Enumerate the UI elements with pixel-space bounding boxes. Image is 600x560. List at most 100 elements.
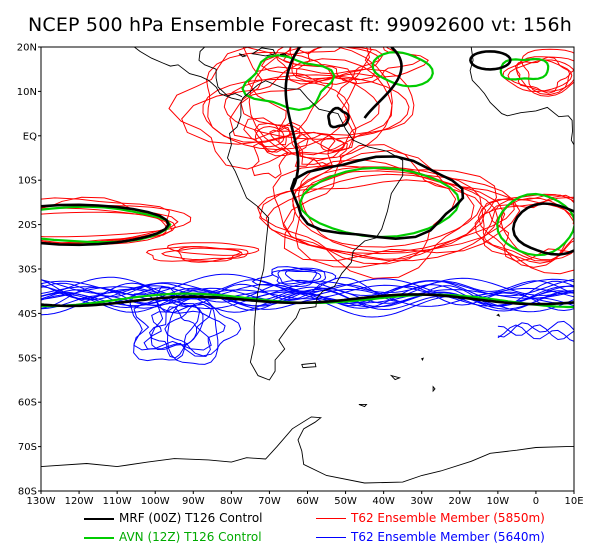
avn-control-contour: [371, 50, 434, 88]
legend-swatch-mrf: [84, 517, 114, 520]
ensemble-5640m-contour: [271, 270, 322, 285]
coastline: [134, 47, 242, 101]
coastline: [389, 374, 402, 381]
ensemble-5850m-contour: [514, 56, 571, 94]
ensemble-5640m-contour: [166, 296, 219, 365]
ensemble-5850m-contour: [206, 51, 334, 143]
ensemble-5850m-contours: [41, 47, 574, 279]
coastline: [280, 53, 288, 56]
coastline: [251, 47, 276, 57]
ensemble-5850m-contour: [248, 47, 393, 160]
ensemble-5850m-contour: [229, 47, 371, 153]
legend-swatch-5850: [316, 518, 346, 519]
coastline: [301, 362, 317, 369]
lon-tick-label: 100W: [141, 496, 170, 507]
mrf-control-contour: [469, 50, 512, 71]
ensemble-5850m-contour: [507, 59, 574, 92]
coastline: [496, 313, 501, 317]
lon-tick-label: 60W: [296, 496, 319, 507]
coastlines: [41, 47, 574, 484]
ensemble-5640m-contour: [41, 286, 574, 304]
ensemble-5850m-contour: [515, 56, 574, 97]
ensemble-5850m-contour: [243, 117, 309, 157]
ensemble-5850m-contour: [474, 196, 574, 275]
legend-label-mrf: MRF (00Z) T126 Control: [119, 511, 263, 525]
ensemble-5850m-contour: [292, 166, 482, 248]
ensemble-5850m-contour: [168, 47, 358, 170]
mrf-control-contour: [363, 47, 403, 119]
ensemble-5640m-contour: [41, 284, 574, 301]
legend-item-5640: T62 Ensemble Member (5640m): [316, 530, 545, 544]
legend-label-avn: AVN (12Z) T126 Control: [119, 530, 262, 544]
lon-tick-label: 130W: [27, 496, 56, 507]
coastline: [432, 385, 436, 393]
lat-tick-label: EQ: [23, 131, 37, 142]
lon-tick-label: 30W: [410, 496, 433, 507]
ensemble-5850m-contour: [251, 141, 289, 179]
mrf-control-contour: [41, 203, 170, 247]
ensemble-5850m-contour: [181, 58, 393, 145]
lat-tick-label: 30S: [18, 265, 37, 276]
chart-title: NCEP 500 hPa Ensemble Forecast ft: 99092…: [27, 14, 573, 36]
avn-control-contour: [298, 166, 461, 239]
mrf-control-contour: [511, 202, 574, 256]
lon-tick-label: 90W: [182, 496, 205, 507]
coastline: [41, 416, 574, 484]
avn-control-contour: [499, 57, 550, 81]
ensemble-5850m-contour: [145, 245, 242, 262]
lon-tick-label: 0: [533, 496, 539, 507]
ensemble-5850m-contour: [520, 48, 574, 96]
legend-swatch-5640: [316, 537, 346, 538]
mrf-control-contour: [289, 155, 465, 241]
ensemble-5850m-contour: [254, 125, 285, 148]
legend-item-5850: T62 Ensemble Member (5850m): [316, 511, 545, 525]
ensemble-5640m-contour: [284, 267, 327, 284]
ensemble-5850m-contour: [41, 205, 192, 238]
legend-item-avn: AVN (12Z) T126 Control: [84, 530, 262, 544]
lon-tick-label: 70W: [258, 496, 281, 507]
lon-tick-label: 110W: [103, 496, 132, 507]
avn-control-contour: [496, 192, 574, 257]
lat-tick-label: 20S: [18, 220, 37, 231]
coastline: [469, 47, 574, 146]
lat-tick-label: 40S: [18, 309, 37, 320]
mrf-control-contour: [41, 293, 574, 308]
legend-swatch-avn: [84, 536, 114, 539]
ensemble-5850m-contour: [166, 242, 260, 256]
coastline: [358, 403, 368, 408]
ensemble-5640m-contour: [148, 306, 198, 359]
legend-label-5640: T62 Ensemble Member (5640m): [351, 530, 545, 544]
coastline: [421, 357, 424, 362]
legend-item-mrf: MRF (00Z) T126 Control: [84, 511, 263, 525]
lon-tick-label: 10E: [564, 496, 583, 507]
lon-tick-label: 50W: [334, 496, 357, 507]
lon-tick-label: 120W: [65, 496, 94, 507]
ensemble-5850m-contour: [295, 47, 429, 80]
mrf-control-contour: [327, 106, 350, 129]
coastline: [487, 299, 491, 303]
lat-tick-label: 20N: [17, 43, 37, 54]
avn-control-contour: [241, 54, 336, 112]
lat-tick-label: 10S: [18, 176, 37, 187]
mrf-control-contour: [284, 47, 301, 190]
ensemble-5640m-contour: [497, 324, 574, 341]
ensemble-5640m-contour: [251, 266, 337, 292]
lon-tick-label: 20W: [448, 496, 471, 507]
lon-tick-label: 10W: [487, 496, 510, 507]
ensemble-5850m-contour: [253, 122, 301, 153]
lat-tick-label: 80S: [18, 487, 37, 498]
ensemble-5850m-contour: [41, 207, 169, 245]
lat-tick-label: 50S: [18, 353, 37, 364]
lat-tick-label: 10N: [17, 87, 37, 98]
coastline: [227, 80, 404, 381]
ensemble-5850m-contour: [260, 47, 384, 85]
lon-tick-label: 80W: [220, 496, 243, 507]
ensemble-5640m-contour: [497, 324, 574, 342]
lat-tick-label: 60S: [18, 398, 37, 409]
longitude-tick-labels: 130W 120W 110W 100W 90W 80W 70W 60W 50W 40W 30W 20W…: [27, 491, 584, 507]
ensemble-5640m-contour: [129, 292, 201, 362]
lon-tick-label: 40W: [372, 496, 395, 507]
ensemble-5640m-contour: [41, 285, 574, 309]
ensemble-5640m-contour: [143, 310, 226, 357]
